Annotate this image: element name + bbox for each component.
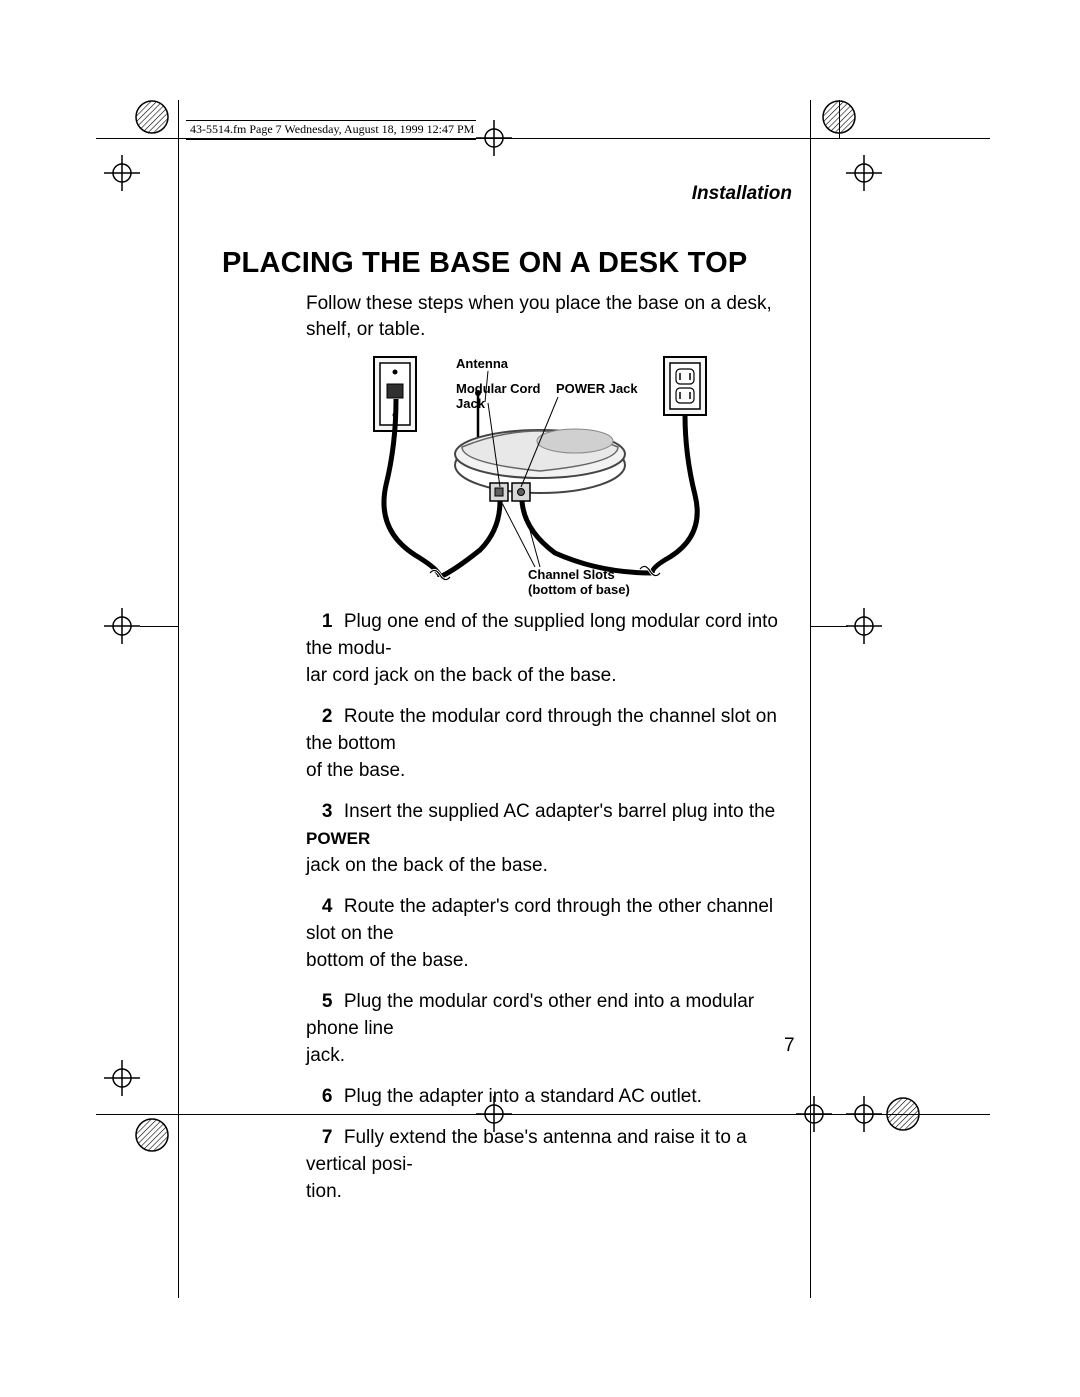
registration-mark-tl xyxy=(104,155,140,191)
crop-tick-tr-v xyxy=(839,100,840,138)
registration-mark-left xyxy=(104,608,140,644)
ornament-icon xyxy=(135,100,169,134)
step-number: 7 xyxy=(322,1124,344,1151)
step-text: Route the adapter's cord through the oth… xyxy=(306,896,773,944)
label-text: Channel Slots xyxy=(528,567,615,582)
label-modular-cord-jack: Modular Cord Jack xyxy=(456,381,541,411)
step-2: 2Route the modular cord through the chan… xyxy=(306,703,796,784)
step-text: Plug the modular cord's other end into a… xyxy=(306,991,754,1039)
step-text-bold: POWER xyxy=(306,829,370,848)
label-power-jack: POWER Jack xyxy=(556,381,638,396)
ornament-icon xyxy=(135,1118,169,1152)
crop-line-left xyxy=(178,100,179,1298)
step-text: jack on the back of the base. xyxy=(306,855,548,876)
step-text: bottom of the base. xyxy=(306,950,469,971)
registration-mark-tr xyxy=(846,155,882,191)
step-text: jack. xyxy=(306,1045,345,1066)
step-text: Route the modular cord through the chann… xyxy=(306,706,777,754)
step-7: 7Fully extend the base's antenna and rai… xyxy=(306,1124,796,1205)
label-antenna: Antenna xyxy=(456,356,508,371)
step-number: 4 xyxy=(322,893,344,920)
step-text: tion. xyxy=(306,1181,342,1202)
page-number: 7 xyxy=(784,1035,795,1057)
registration-mark-bl xyxy=(104,1060,140,1096)
page: 43-5514.fm Page 7 Wednesday, August 18, … xyxy=(0,0,1080,1397)
step-6: 6Plug the adapter into a standard AC out… xyxy=(306,1083,796,1110)
page-title: PLACING THE BASE ON A DESK TOP xyxy=(222,247,747,280)
step-3: 3Insert the supplied AC adapter's barrel… xyxy=(306,798,796,879)
registration-mark-top xyxy=(476,120,512,156)
registration-mark-br2 xyxy=(846,1096,882,1132)
label-text: Modular Cord xyxy=(456,381,541,396)
step-number: 2 xyxy=(322,703,344,730)
step-text: of the base. xyxy=(306,760,405,781)
step-number: 3 xyxy=(322,798,344,825)
header-section: Installation xyxy=(692,183,792,205)
step-1: 1Plug one end of the supplied long modul… xyxy=(306,608,796,689)
ornament-icon xyxy=(886,1097,920,1131)
step-4: 4Route the adapter's cord through the ot… xyxy=(306,893,796,974)
instruction-steps: 1Plug one end of the supplied long modul… xyxy=(306,608,796,1219)
crop-tick-right xyxy=(810,626,848,627)
step-text: Plug the adapter into a standard AC outl… xyxy=(344,1086,702,1107)
header-file-line: 43-5514.fm Page 7 Wednesday, August 18, … xyxy=(190,122,474,137)
step-text: lar cord jack on the back of the base. xyxy=(306,665,617,686)
step-text: Plug one end of the supplied long modula… xyxy=(306,611,778,659)
registration-mark-right xyxy=(846,608,882,644)
label-text: (bottom of base) xyxy=(528,582,630,597)
step-number: 5 xyxy=(322,988,344,1015)
label-text: Jack xyxy=(456,396,485,411)
crop-tick-left xyxy=(140,626,178,627)
step-number: 6 xyxy=(322,1083,344,1110)
intro-text: Follow these steps when you place the ba… xyxy=(306,291,796,343)
step-text: Fully extend the base's antenna and rais… xyxy=(306,1127,747,1175)
label-channel-slots: Channel Slots (bottom of base) xyxy=(528,567,630,597)
step-number: 1 xyxy=(322,608,344,635)
step-5: 5Plug the modular cord's other end into … xyxy=(306,988,796,1069)
registration-mark-br xyxy=(796,1096,832,1132)
step-text: Insert the supplied AC adapter's barrel … xyxy=(344,801,775,822)
